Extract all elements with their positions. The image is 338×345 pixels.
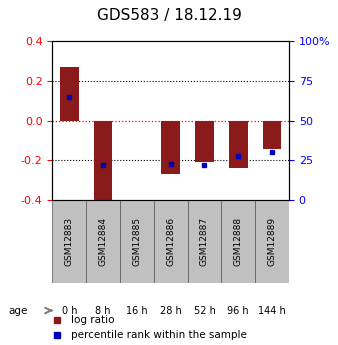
Bar: [52, 200, 86, 283]
Text: GDS583 / 18.12.19: GDS583 / 18.12.19: [97, 8, 241, 23]
Bar: [60, 67, 78, 121]
Text: GSM12883: GSM12883: [65, 217, 74, 266]
Text: GSM12888: GSM12888: [234, 217, 243, 266]
Bar: [255, 200, 289, 283]
Bar: [86, 200, 120, 283]
Bar: [188, 200, 221, 283]
Text: age: age: [8, 306, 28, 315]
Bar: [162, 121, 180, 174]
Text: GSM12886: GSM12886: [166, 217, 175, 266]
Bar: [221, 200, 255, 283]
Bar: [154, 200, 188, 283]
Bar: [263, 121, 281, 148]
Text: 144 h: 144 h: [258, 306, 286, 315]
Text: GSM12884: GSM12884: [99, 217, 107, 266]
Text: 52 h: 52 h: [194, 306, 215, 315]
Text: GSM12889: GSM12889: [268, 217, 276, 266]
Text: 0 h: 0 h: [62, 306, 77, 315]
Text: GSM12887: GSM12887: [200, 217, 209, 266]
Bar: [94, 121, 113, 204]
Text: percentile rank within the sample: percentile rank within the sample: [71, 331, 247, 340]
Bar: [195, 121, 214, 162]
Text: 16 h: 16 h: [126, 306, 148, 315]
Text: 96 h: 96 h: [227, 306, 249, 315]
Text: 28 h: 28 h: [160, 306, 182, 315]
Bar: [229, 121, 247, 168]
Text: 8 h: 8 h: [95, 306, 111, 315]
Text: log ratio: log ratio: [71, 315, 115, 325]
Bar: [120, 200, 154, 283]
Text: GSM12885: GSM12885: [132, 217, 141, 266]
